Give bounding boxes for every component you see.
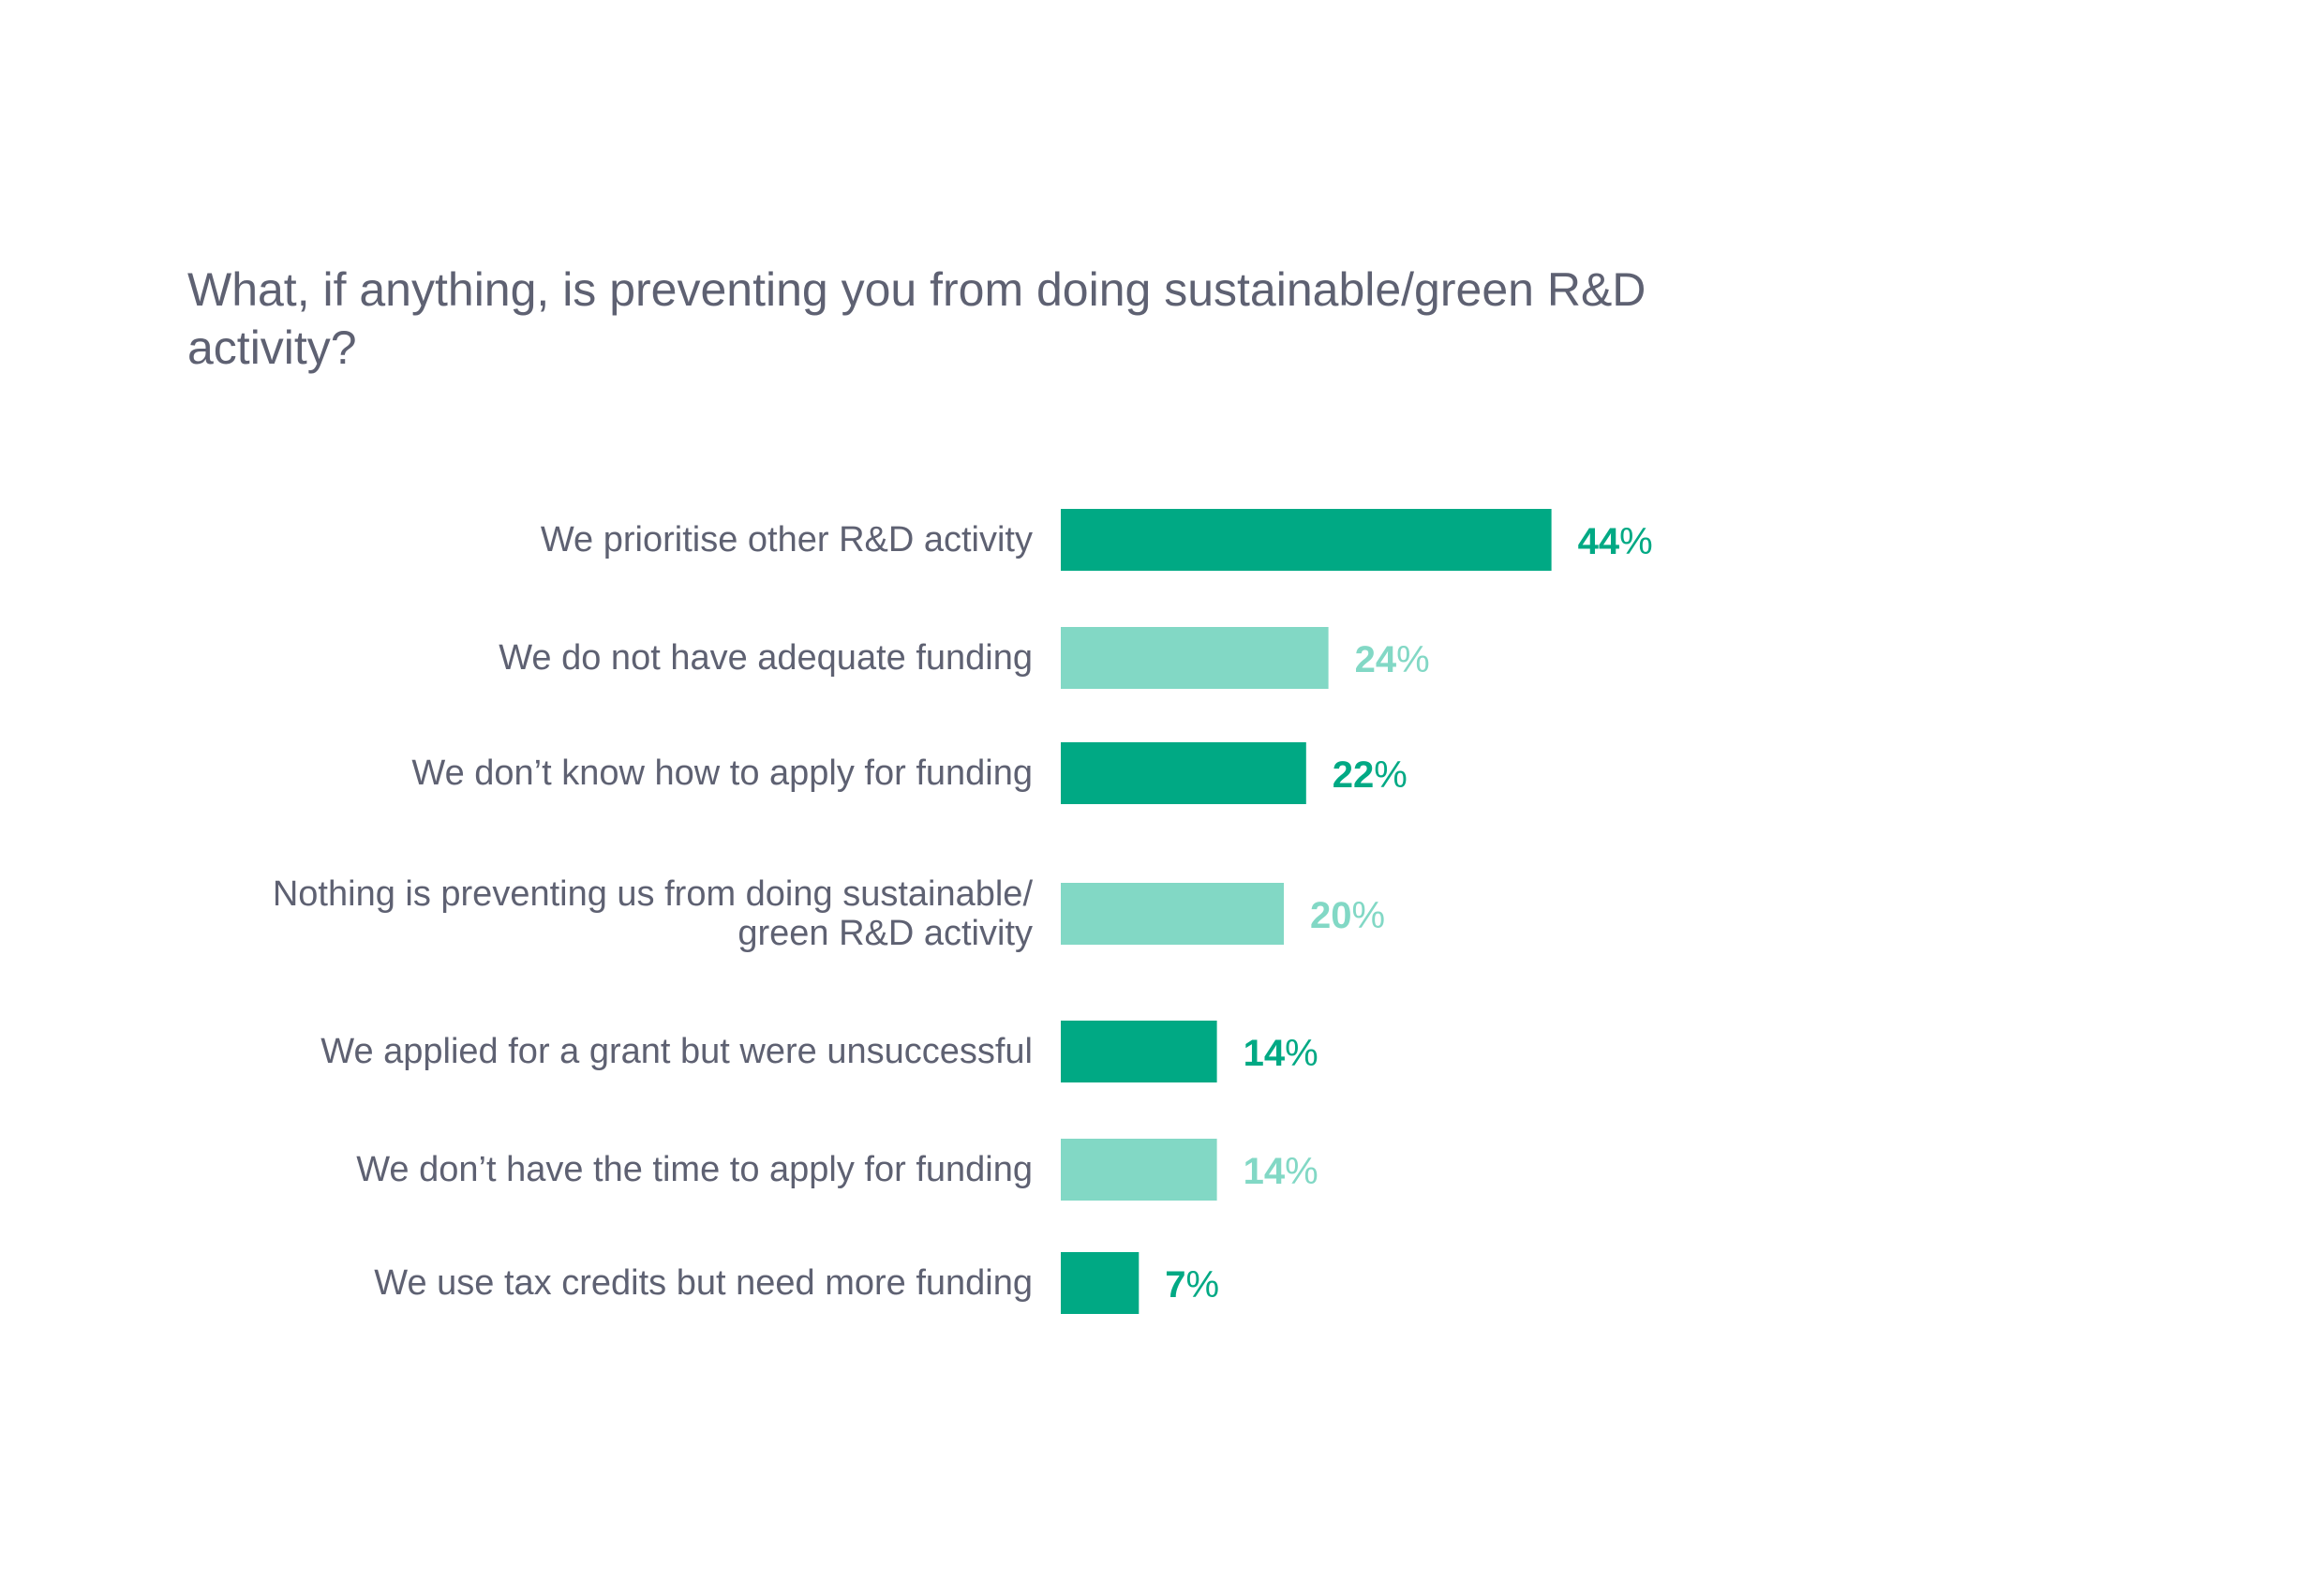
value-label-6: 14% xyxy=(1244,1151,1318,1192)
category-label-line: Nothing is preventing us from doing sust… xyxy=(273,874,1034,914)
category-label-7: We use tax credits but need more funding xyxy=(374,1263,1033,1303)
bar-6 xyxy=(1061,1139,1217,1201)
category-label-5: We applied for a grant but were unsucces… xyxy=(320,1032,1033,1071)
bar-7 xyxy=(1061,1252,1140,1314)
value-suffix: % xyxy=(1285,1033,1318,1074)
value-suffix: % xyxy=(1285,1151,1318,1192)
category-label-1: We prioritise other R&D activity xyxy=(541,520,1033,560)
value-number: 14 xyxy=(1244,1033,1286,1074)
value-label-5: 14% xyxy=(1244,1033,1318,1074)
category-label-line: We applied for a grant but were unsucces… xyxy=(320,1032,1033,1071)
category-label-line: We don’t know how to apply for funding xyxy=(411,754,1033,793)
bar-5 xyxy=(1061,1021,1217,1082)
value-number: 14 xyxy=(1244,1151,1286,1192)
value-label-1: 44% xyxy=(1578,521,1653,562)
category-label-line: We prioritise other R&D activity xyxy=(541,520,1033,560)
value-number: 22 xyxy=(1333,754,1375,796)
category-label-line: We do not have adequate funding xyxy=(499,638,1033,678)
value-suffix: % xyxy=(1374,754,1408,796)
value-number: 44 xyxy=(1578,521,1620,562)
category-label-4: Nothing is preventing us from doing sust… xyxy=(273,874,1034,953)
bar-4 xyxy=(1061,883,1284,945)
bar-3 xyxy=(1061,742,1306,804)
category-label-line: We use tax credits but need more funding xyxy=(374,1263,1033,1303)
bar-2 xyxy=(1061,627,1329,689)
value-number: 20 xyxy=(1310,895,1352,936)
value-label-4: 20% xyxy=(1310,895,1385,936)
value-suffix: % xyxy=(1619,521,1653,562)
bar-1 xyxy=(1061,509,1552,571)
category-label-2: We do not have adequate funding xyxy=(499,638,1033,678)
value-label-3: 22% xyxy=(1333,754,1408,796)
chart-title: What, if anything, is preventing you fro… xyxy=(187,263,1646,374)
value-label-7: 7% xyxy=(1165,1264,1219,1306)
category-label-line: green R&D activity xyxy=(737,914,1033,953)
category-label-3: We don’t know how to apply for funding xyxy=(411,754,1033,793)
category-label-line: We don’t have the time to apply for fund… xyxy=(356,1150,1033,1189)
value-suffix: % xyxy=(1396,639,1430,680)
value-suffix: % xyxy=(1352,895,1386,936)
value-number: 7 xyxy=(1165,1264,1185,1306)
value-number: 24 xyxy=(1355,639,1397,680)
category-label-6: We don’t have the time to apply for fund… xyxy=(356,1150,1033,1189)
value-label-2: 24% xyxy=(1355,639,1430,680)
value-suffix: % xyxy=(1186,1264,1220,1306)
